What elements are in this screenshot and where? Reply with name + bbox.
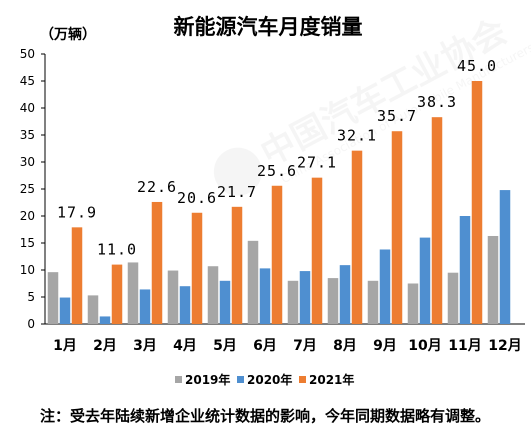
y-axis-unit-label: （万辆） — [40, 26, 96, 43]
legend: 2019年 2020年 2021年 — [175, 372, 354, 387]
bar-2021年-6月 — [271, 185, 283, 324]
bar-2021年-5月 — [231, 206, 243, 324]
bar-2021年-8月 — [351, 150, 363, 324]
x-tick-label: 7月 — [293, 338, 317, 354]
bar-2021年-10月 — [431, 117, 443, 325]
y-tick-label: 35 — [20, 128, 35, 142]
x-tick-label: 11月 — [448, 338, 481, 354]
bar-2019年-5月 — [207, 266, 219, 324]
legend-swatch — [237, 376, 244, 383]
x-tick-label: 8月 — [333, 338, 357, 354]
y-tick-label: 20 — [20, 209, 35, 223]
bar-2020年-2月 — [99, 316, 111, 324]
bar-2019年-11月 — [447, 272, 459, 324]
bar-2019年-8月 — [327, 278, 339, 324]
bar-2019年-1月 — [47, 272, 59, 324]
bar-2019年-2月 — [87, 295, 99, 324]
y-tick-label: 25 — [20, 182, 35, 196]
bar-2020年-11月 — [459, 216, 471, 324]
legend-swatch — [175, 376, 182, 383]
y-tick-label: 15 — [20, 236, 35, 250]
bar-2020年-9月 — [379, 249, 391, 324]
legend-label: 2019年 — [185, 372, 230, 387]
bar-2021年-2月 — [111, 264, 123, 324]
bar-2021年-11月 — [471, 81, 483, 324]
bar-2019年-12月 — [487, 235, 499, 324]
bar-2021年-1月 — [71, 227, 83, 324]
data-label: 22.6 — [137, 178, 177, 196]
y-tick-label: 10 — [20, 263, 35, 277]
bar-2020年-7月 — [299, 271, 311, 324]
bar-2020年-3月 — [139, 289, 151, 324]
bar-2021年-7月 — [311, 177, 323, 324]
chart-title: 新能源汽车月度销量 — [174, 15, 363, 39]
data-label: 11.0 — [97, 241, 137, 259]
bar-2020年-6月 — [259, 268, 271, 324]
legend-label: 2020年 — [247, 372, 292, 387]
bar-2021年-9月 — [391, 131, 403, 324]
bar-2019年-7月 — [287, 280, 299, 324]
bar-2020年-12月 — [499, 190, 511, 324]
x-tick-label: 4月 — [173, 338, 197, 354]
y-tick-label: 5 — [27, 290, 35, 304]
legend-label: 2021年 — [309, 372, 354, 387]
data-label: 21.7 — [217, 183, 257, 201]
bar-2019年-10月 — [407, 283, 419, 324]
bar-2020年-1月 — [59, 297, 71, 324]
x-tick-label: 9月 — [373, 338, 397, 354]
data-label: 17.9 — [57, 203, 97, 221]
y-tick-label: 45 — [20, 74, 35, 88]
data-labels-group: 17.9 11.0 22.620.6 21.725.6 27.132.135.738.3… — [57, 57, 497, 259]
y-axis: 0 5 10 15 20 25 30 35 40 45 50 — [20, 47, 46, 331]
bar-2019年-6月 — [247, 240, 259, 324]
x-tick-label: 6月 — [253, 338, 277, 354]
bar-2020年-4月 — [179, 286, 191, 324]
bar-2021年-3月 — [151, 201, 163, 324]
data-label: 45.0 — [457, 57, 497, 75]
x-tick-label: 12月 — [488, 338, 521, 354]
x-tick-label: 2月 — [93, 338, 117, 354]
x-tick-label: 10月 — [408, 338, 441, 354]
y-tick-label: 0 — [27, 317, 35, 331]
bar-2020年-8月 — [339, 265, 351, 324]
footnote: 注：受去年陆续新增企业统计数据的影响，今年同期数据略有调整。 — [40, 407, 490, 425]
bar-2020年-10月 — [419, 237, 431, 324]
bar-2021年-4月 — [191, 212, 203, 324]
y-tick-label: 40 — [20, 101, 35, 115]
bars-group — [47, 81, 511, 325]
bar-2019年-9月 — [367, 280, 379, 324]
data-label: 25.6 — [257, 162, 297, 180]
x-tick-label: 1月 — [53, 338, 77, 354]
x-axis: 1月 2月 3月 4月 5月 6月 7月 8月 9月 10月 11月 12月 — [45, 323, 525, 354]
y-tick-label: 50 — [20, 47, 35, 61]
bar-2019年-3月 — [127, 262, 139, 324]
bar-2020年-5月 — [219, 280, 231, 324]
y-tick-label: 30 — [20, 155, 35, 169]
x-tick-label: 3月 — [133, 338, 157, 354]
data-label: 27.1 — [297, 154, 337, 172]
x-tick-label: 5月 — [213, 338, 237, 354]
legend-swatch — [299, 376, 306, 383]
data-label: 38.3 — [417, 93, 457, 111]
data-label: 32.1 — [337, 127, 377, 145]
bar-2019年-4月 — [167, 270, 179, 324]
data-label: 35.7 — [377, 107, 417, 125]
data-label: 20.6 — [177, 189, 217, 207]
